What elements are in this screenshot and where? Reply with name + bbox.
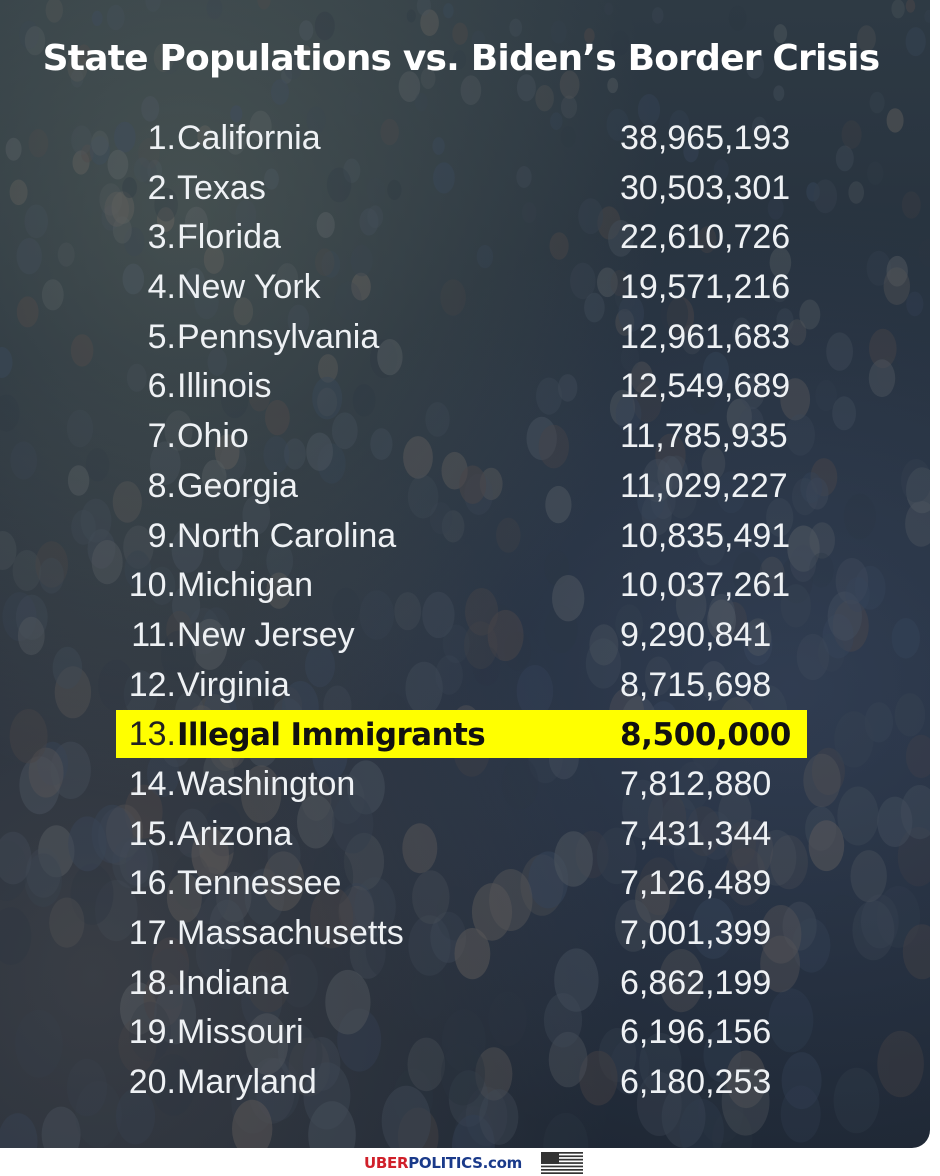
row-rank: 13.	[128, 715, 176, 754]
site-logo-politics: POLITICS	[408, 1154, 483, 1172]
row-name: California	[177, 119, 321, 157]
row-rank: 19.	[128, 1013, 176, 1052]
row-name: Texas	[177, 168, 266, 207]
row-rank: 8.	[147, 466, 176, 505]
site-logo-com: .com	[482, 1154, 523, 1172]
row-name: Illegal Immigrants	[177, 717, 486, 754]
row-name: Ohio	[177, 417, 249, 456]
row-population: 12,961,683	[620, 317, 791, 356]
row-name: Missouri	[177, 1013, 304, 1052]
table-row: 16. Tennessee 7,126,489	[0, 858, 930, 908]
row-population: 8,715,698	[620, 665, 772, 704]
row-rank: 5.	[147, 317, 176, 356]
table-row: 20. Maryland 6,180,253	[0, 1057, 930, 1107]
row-population: 38,965,193	[620, 119, 791, 157]
table-row: 3. Florida 22,610,726	[0, 212, 930, 262]
table-row: 9. North Carolina 10,835,491	[0, 511, 930, 561]
row-population: 7,812,880	[620, 764, 772, 803]
row-rank: 3.	[147, 218, 176, 257]
site-logo-uber: UBER	[364, 1154, 409, 1172]
row-population: 19,571,216	[620, 268, 791, 307]
infographic-panel: State Populations vs. Biden’s Border Cri…	[0, 0, 930, 1148]
row-rank: 6.	[147, 367, 176, 406]
row-population: 6,862,199	[620, 963, 772, 1002]
row-rank: 9.	[147, 516, 176, 555]
row-population: 7,001,399	[620, 914, 772, 952]
row-rank: 15.	[128, 814, 176, 853]
row-name: Washington	[177, 764, 356, 803]
highlight-bar	[116, 710, 807, 759]
row-population: 7,126,489	[620, 864, 772, 903]
row-population: 10,037,261	[620, 566, 791, 605]
table-row: 8. Georgia 11,029,227	[0, 461, 930, 511]
row-name: Illinois	[177, 367, 272, 406]
footer: UBERPOLITICS.com	[0, 1150, 940, 1176]
row-rank: 10.	[128, 566, 176, 605]
row-name: New York	[177, 268, 321, 307]
row-population: 12,549,689	[620, 367, 791, 406]
row-name: Massachusetts	[177, 914, 404, 952]
table-row: 14. Washington 7,812,880	[0, 759, 930, 809]
row-population: 6,196,156	[620, 1013, 772, 1052]
population-table: 1. California 38,965,193 2. Texas 30,503,301 3…	[0, 113, 930, 1107]
table-row: 6. Illinois 12,549,689	[0, 361, 930, 411]
row-population: 30,503,301	[620, 168, 791, 207]
row-name: Florida	[177, 218, 281, 257]
table-row: 1. California 38,965,193	[0, 113, 930, 163]
page-title: State Populations vs. Biden’s Border Cri…	[42, 38, 880, 79]
table-row: 4. New York 19,571,216	[0, 262, 930, 312]
row-population: 11,785,935	[620, 417, 788, 456]
row-name: North Carolina	[177, 516, 397, 555]
table-row: 17. Massachusetts 7,001,399	[0, 908, 930, 958]
table-row: 18. Indiana 6,862,199	[0, 958, 930, 1008]
row-name: Georgia	[177, 466, 298, 505]
row-rank: 18.	[128, 963, 176, 1002]
row-name: New Jersey	[177, 615, 355, 654]
row-rank: 4.	[147, 268, 176, 307]
table-row: 19. Missouri 6,196,156	[0, 1007, 930, 1057]
crowd-background-image	[0, 0, 930, 1148]
table-row-highlighted: 13. Illegal Immigrants 8,500,000	[0, 709, 930, 759]
us-flag-icon	[541, 1152, 583, 1174]
row-rank: 20.	[128, 1063, 176, 1102]
row-rank: 1.	[147, 119, 176, 157]
row-name: Arizona	[177, 814, 293, 853]
row-name: Virginia	[177, 665, 290, 704]
row-rank: 17.	[128, 914, 176, 952]
row-name: Tennessee	[177, 864, 342, 903]
table-row: 7. Ohio 11,785,935	[0, 411, 930, 461]
row-rank: 2.	[147, 168, 176, 207]
row-rank: 11.	[131, 615, 176, 654]
site-logo[interactable]: UBERPOLITICS.com	[364, 1154, 522, 1172]
table-row: 15. Arizona 7,431,344	[0, 809, 930, 859]
table-row: 10. Michigan 10,037,261	[0, 560, 930, 610]
row-name: Indiana	[177, 963, 289, 1002]
row-rank: 14.	[128, 764, 176, 803]
row-population: 22,610,726	[620, 218, 791, 257]
row-population: 6,180,253	[620, 1063, 772, 1102]
table-row: 12. Virginia 8,715,698	[0, 660, 930, 710]
row-name: Maryland	[177, 1063, 317, 1102]
row-population: 7,431,344	[620, 814, 772, 853]
table-row: 11. New Jersey 9,290,841	[0, 610, 930, 660]
row-name: Pennsylvania	[177, 317, 380, 356]
row-rank: 16.	[128, 864, 176, 903]
table-row: 5. Pennsylvania 12,961,683	[0, 312, 930, 362]
row-population: 10,835,491	[620, 516, 791, 555]
table-row: 2. Texas 30,503,301	[0, 163, 930, 213]
row-name: Michigan	[177, 566, 314, 605]
row-population: 11,029,227	[620, 466, 788, 505]
row-population: 8,500,000	[620, 717, 791, 754]
row-rank: 12.	[128, 665, 176, 704]
row-population: 9,290,841	[620, 615, 772, 654]
row-rank: 7.	[147, 417, 176, 456]
